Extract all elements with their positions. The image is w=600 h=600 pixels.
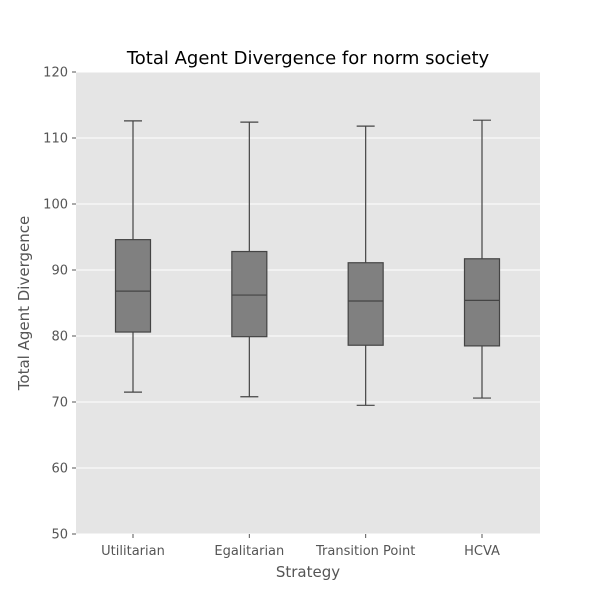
y-tick-label: 110 xyxy=(43,132,68,147)
iqr-box xyxy=(463,258,501,347)
box-3 xyxy=(463,119,501,399)
y-tick-label: 50 xyxy=(51,528,68,543)
x-axis-ticks: Utilitarian Egalitarian Transition Point HC… xyxy=(101,534,500,559)
y-tick-label: 80 xyxy=(51,330,68,345)
grid-lines xyxy=(76,71,540,535)
box-1 xyxy=(231,121,268,398)
y-tick-label: 70 xyxy=(51,396,68,411)
box-2 xyxy=(347,125,384,406)
y-tick-label: 120 xyxy=(43,66,68,81)
x-axis-label: Strategy xyxy=(276,563,340,581)
y-tick-label: 90 xyxy=(51,264,68,279)
box-0 xyxy=(114,120,152,393)
y-axis-ticks: 50 60 70 80 90 100 110 120 xyxy=(43,66,76,543)
iqr-box xyxy=(347,262,384,346)
y-axis-label: Total Agent Divergence xyxy=(15,216,33,391)
x-tick-label: HCVA xyxy=(464,544,500,559)
iqr-box xyxy=(231,250,268,338)
y-tick-label: 100 xyxy=(43,198,68,213)
boxes-layer xyxy=(114,119,501,406)
iqr-box xyxy=(114,239,152,333)
y-tick-label: 60 xyxy=(51,462,68,477)
x-tick-label: Transition Point xyxy=(315,544,415,559)
plot-area xyxy=(76,72,540,534)
x-tick-label: Egalitarian xyxy=(214,544,284,559)
x-tick-label: Utilitarian xyxy=(101,544,165,559)
chart-title: Total Agent Divergence for norm society xyxy=(126,48,490,69)
